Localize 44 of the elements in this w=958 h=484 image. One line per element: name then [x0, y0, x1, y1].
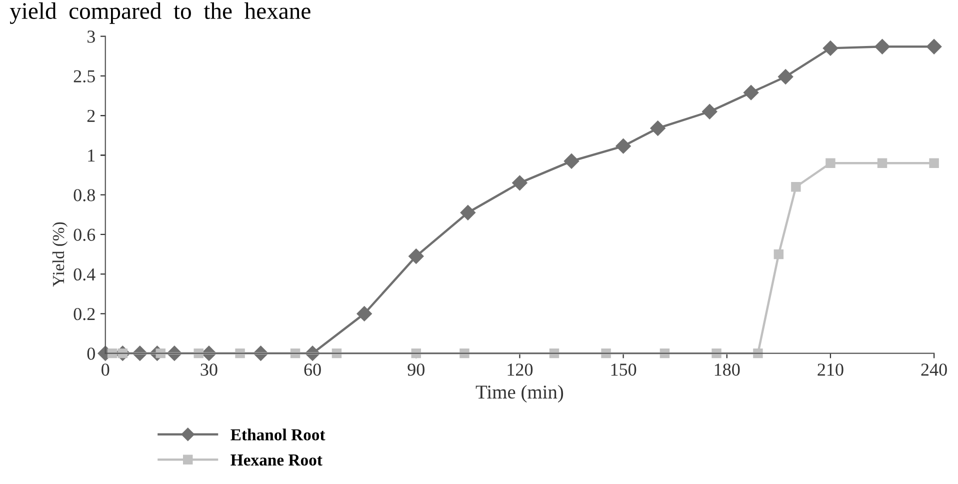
y-tick-label: 3 — [87, 30, 95, 43]
y-tick-label: 1 — [88, 150, 95, 162]
x-tick-label: 120 — [508, 364, 533, 376]
y-tick-label: 0.2 — [74, 308, 95, 320]
legend-label: Hexane Root — [230, 454, 322, 466]
x-tick-label: 0 — [102, 364, 110, 376]
y-axis-title: Yield (%) — [52, 222, 68, 287]
point — [512, 175, 528, 190]
point — [712, 348, 722, 358]
y-tick-label: 0.8 — [74, 189, 95, 202]
point — [753, 348, 763, 358]
x-tick-label: 30 — [200, 364, 218, 376]
y-tick-label: 0.4 — [74, 268, 96, 281]
point — [601, 348, 611, 358]
x-tick-label: 210 — [818, 364, 844, 376]
point — [877, 158, 888, 168]
point — [408, 248, 424, 264]
point — [874, 39, 890, 54]
x-tick-label: 150 — [611, 364, 636, 376]
point — [411, 348, 421, 358]
point — [822, 40, 838, 56]
y-tick-label: 2.5 — [74, 70, 95, 82]
point — [826, 158, 836, 168]
point — [194, 348, 204, 358]
point — [743, 85, 759, 100]
point — [460, 348, 470, 358]
point — [778, 69, 794, 84]
y-tick-label: 2 — [87, 110, 95, 122]
point — [791, 182, 801, 192]
x-axis-title: Time (min) — [476, 384, 564, 403]
legend-label: Ethanol Root — [230, 428, 326, 440]
x-tick-label: 60 — [304, 364, 321, 376]
point — [235, 348, 245, 358]
y-tick-label: 0.6 — [74, 228, 96, 241]
point — [356, 306, 372, 322]
point — [774, 249, 784, 260]
point — [929, 158, 939, 168]
x-tick-label: 180 — [714, 364, 740, 376]
y-tick-label: 0 — [87, 348, 95, 360]
x-tick-label: 240 — [921, 364, 947, 376]
text: yield compared to the hexane — [10, 2, 310, 24]
point — [926, 39, 942, 54]
x-tick-label: 90 — [408, 364, 424, 376]
point — [460, 205, 476, 220]
